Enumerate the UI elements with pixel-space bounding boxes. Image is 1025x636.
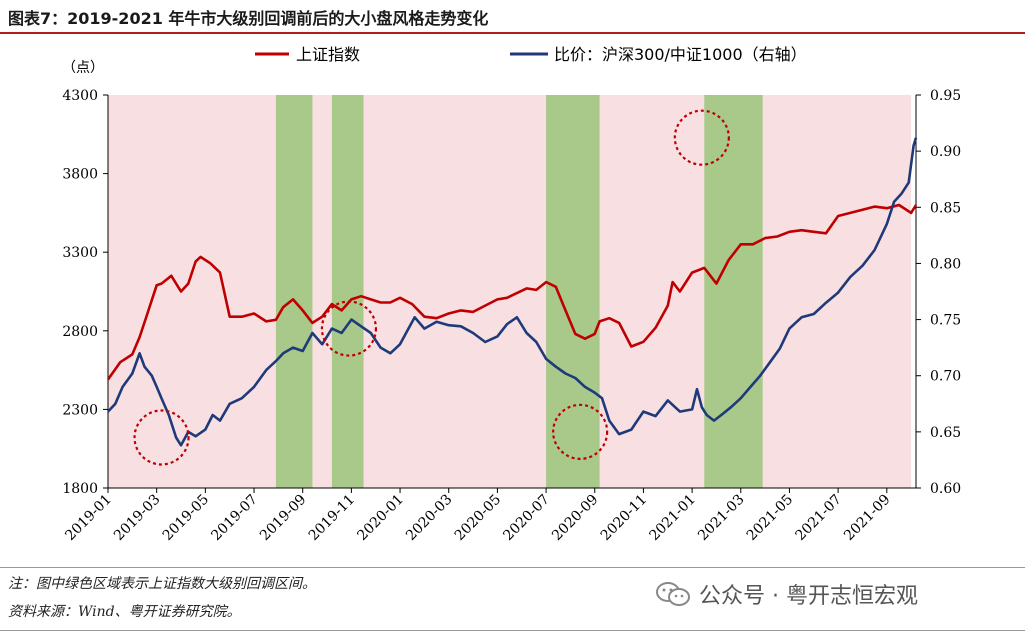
highlight-circle-1	[133, 409, 190, 466]
x-tick-label: 2019-01	[62, 492, 114, 544]
series-line-ratio	[107, 137, 918, 447]
x-tick-label: 2019-05	[160, 492, 212, 544]
left-tick-label: 3800	[62, 167, 98, 183]
x-tick-label: 2019-11	[306, 492, 358, 544]
right-tick-label: 0.60	[930, 481, 961, 497]
right-tick-label: 0.70	[930, 369, 961, 385]
right-tick-label: 0.75	[930, 313, 961, 329]
x-tick-label: 2019-07	[208, 492, 260, 544]
highlight-circle-4	[673, 109, 730, 166]
x-tick-label: 2019-09	[257, 492, 309, 544]
correction-band-3	[546, 95, 600, 488]
correction-band-4	[704, 95, 763, 488]
background-bands	[108, 95, 912, 488]
left-tick-label: 2800	[62, 324, 98, 340]
left-tick-label: 1800	[62, 481, 98, 497]
right-tick-label: 0.65	[930, 425, 961, 441]
x-tick-label: 2021-01	[646, 492, 698, 544]
wechat-icon	[656, 582, 690, 606]
x-tick-label: 2020-11	[598, 492, 650, 544]
x-tick-label: 2020-09	[549, 492, 601, 544]
figure-title: 图表7：2019-2021 年牛市大级别回调前后的大小盘风格走势变化	[8, 9, 489, 28]
highlight-circle-2	[320, 300, 378, 357]
left-tick-label: 3300	[62, 245, 98, 261]
right-tick-label: 0.95	[930, 88, 961, 104]
right-tick-label: 0.80	[930, 256, 961, 272]
chart: 上证指数 比价：沪深300/中证1000（右轴） 1800 2300 2800 3300…	[62, 45, 961, 544]
x-tick-label: 2020-05	[452, 492, 504, 544]
footer-rule-2	[0, 630, 1025, 631]
left-tick-label: 4300	[62, 88, 98, 104]
watermark: 公众号 · 粤开志恒宏观	[655, 578, 918, 610]
chart-note: 注：图中绿色区域表示上证指数大级别回调区间。	[8, 576, 316, 592]
legend: 上证指数 比价：沪深300/中证1000（右轴）	[255, 45, 807, 64]
highlight-circles	[133, 109, 730, 466]
axes	[103, 94, 921, 493]
watermark-text: 公众号 · 粤开志恒宏观	[699, 584, 918, 609]
left-tick-label: 2300	[62, 402, 98, 418]
pink-background-band	[108, 95, 912, 488]
legend-label-ratio: 比价：沪深300/中证1000（右轴）	[554, 45, 807, 64]
right-tick-label: 0.85	[930, 200, 961, 216]
correction-band-1	[275, 95, 313, 488]
x-tick-label: 2021-09	[841, 492, 893, 544]
title-rule	[0, 32, 1025, 34]
x-tick-label: 2021-07	[792, 492, 844, 544]
highlight-circle-3	[552, 403, 609, 460]
x-tick-label: 2019-03	[111, 492, 163, 544]
right-tick-label: 0.90	[930, 144, 961, 160]
x-tick-label: 2020-01	[354, 492, 406, 544]
x-tick-label: 2020-07	[500, 492, 552, 544]
series-line-shanghai-index	[106, 203, 918, 381]
legend-label-shanghai-index: 上证指数	[296, 45, 360, 64]
left-axis-unit: （点）	[62, 60, 104, 76]
x-tick-label: 2021-05	[744, 492, 796, 544]
x-tick-label: 2020-03	[403, 492, 455, 544]
series-lines	[106, 137, 918, 447]
chart-source: 资料来源：Wind、粤开证券研究院。	[8, 604, 241, 620]
correction-band-2	[331, 95, 364, 488]
x-tick-label: 2021-03	[695, 492, 747, 544]
footer-rule	[0, 567, 1025, 568]
